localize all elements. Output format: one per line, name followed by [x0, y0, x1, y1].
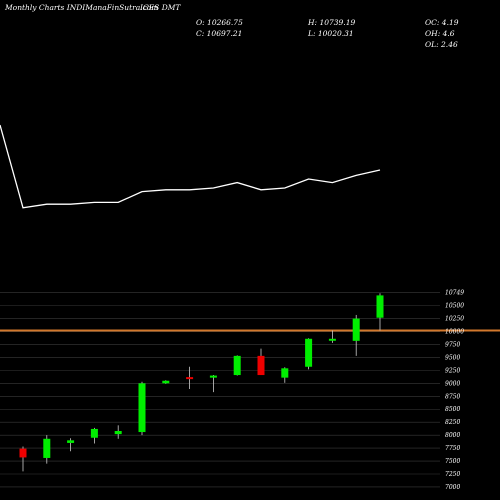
- candle-up: [281, 368, 289, 378]
- candle-down: [19, 448, 27, 458]
- candle-down: [186, 377, 194, 380]
- grid-lines: [0, 292, 440, 488]
- site-title: Monthly Charts INDIManaFinSutra.com: [5, 3, 159, 12]
- y-tick-label: 10000: [445, 329, 464, 336]
- y-tick-label: 9750: [445, 341, 460, 348]
- y-tick-label: 10500: [445, 303, 464, 310]
- candle-up: [352, 318, 360, 341]
- oh-value: OH: 4.6: [425, 29, 455, 38]
- y-tick-label: 7750: [445, 445, 460, 452]
- candle-up: [162, 380, 170, 384]
- y-tick-label: 8000: [445, 432, 460, 439]
- y-axis-ticks: 7000 7250 7500 7750 8000 8250 8500 8750 9000 9250…: [445, 290, 464, 491]
- candle-up: [90, 428, 98, 438]
- candle-up: [114, 431, 122, 435]
- y-tick-label: 7000: [445, 484, 460, 491]
- y-tick-label: 7500: [445, 458, 460, 465]
- candle-up: [43, 438, 51, 458]
- y-tick-label: 9250: [445, 367, 460, 374]
- candle-up: [233, 355, 241, 376]
- y-tick-label: 8750: [445, 393, 460, 400]
- candle-up: [209, 375, 217, 378]
- y-tick-label: 8250: [445, 419, 460, 426]
- overlay-line: [0, 124, 381, 209]
- candle-up: [67, 440, 75, 443]
- candle-down: [257, 355, 265, 376]
- y-tick-label: 10250: [445, 316, 464, 323]
- open-value: O: 10266.75: [196, 18, 243, 27]
- candle-up: [328, 338, 336, 341]
- overlay-line-layer: [0, 124, 381, 209]
- symbol-label: ICES DMT: [140, 3, 181, 12]
- y-tick-label: 9000: [445, 380, 460, 387]
- candles-layer: [19, 293, 384, 472]
- candle-up: [305, 338, 313, 367]
- y-tick-label: 7250: [445, 471, 460, 478]
- candle-up: [138, 383, 146, 433]
- y-tick-label: 8500: [445, 406, 460, 413]
- candle-up: [376, 295, 384, 318]
- low-value: L: 10020.31: [308, 29, 354, 38]
- y-tick-label: 10749: [445, 290, 464, 297]
- high-value: H: 10739.19: [308, 18, 356, 27]
- ol-value: OL: 2.46: [425, 40, 458, 49]
- close-value: C: 10697.21: [196, 29, 243, 38]
- y-tick-label: 9500: [445, 354, 460, 361]
- oc-value: OC: 4.19: [425, 18, 459, 27]
